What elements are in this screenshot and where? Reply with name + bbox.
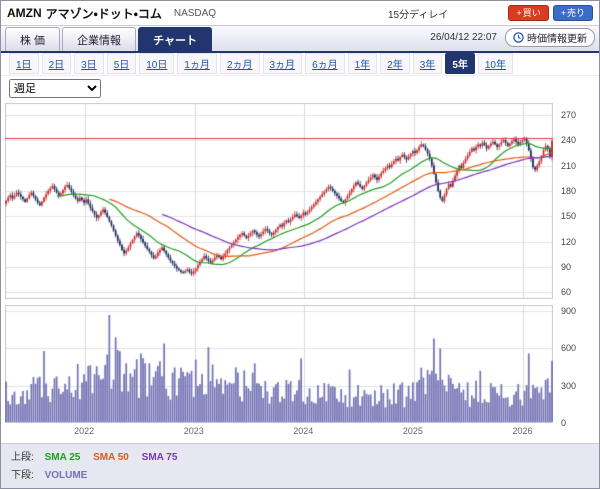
period-button-2d[interactable]: 2日	[41, 53, 72, 75]
legend-upper-label: 上段:	[11, 451, 34, 463]
stock-name: アマゾン・ドット・コム	[45, 6, 162, 21]
year-label: 2025	[402, 425, 423, 436]
price-tick-label: 90	[561, 261, 572, 272]
price-chart-canvas	[5, 102, 553, 299]
quote-timestamp: 26/04/12 22:07	[430, 31, 497, 43]
year-label: 2022	[74, 425, 95, 436]
legend-lower-row: 下段: VOLUME	[11, 466, 589, 481]
chart-legend: 上段: SMA 25 SMA 50 SMA 75 下段: VOLUME	[1, 442, 599, 488]
period-button-1mo[interactable]: 1ヵ月	[177, 53, 217, 75]
interval-select[interactable]: 週足	[9, 79, 101, 98]
volume-tick-label: 0	[561, 417, 567, 428]
year-label: 2024	[293, 425, 314, 436]
volume-tick-label: 600	[561, 343, 577, 354]
legend-sma75: SMA 75	[141, 451, 178, 463]
refresh-button-label: 時価情報更新	[527, 33, 587, 45]
interval-row: 週足	[1, 76, 599, 101]
legend-sma25: SMA 25	[44, 451, 81, 463]
chart-area: 270 240 210 180 150 120 90 60 900 600 300 0 2022 20…	[5, 101, 595, 443]
plus-icon: +	[516, 8, 522, 18]
chart-card: 270 240 210 180 150 120 90 60 900 600 300 0 2022 20…	[1, 100, 599, 443]
period-button-2y[interactable]: 2年	[380, 53, 410, 75]
stock-symbol: AMZN	[7, 6, 42, 20]
tab-chart[interactable]: チャート	[138, 26, 212, 51]
volume-tick-label: 900	[561, 306, 577, 317]
legend-upper-row: 上段: SMA 25 SMA 50 SMA 75	[11, 448, 589, 463]
plus-icon: +	[560, 8, 566, 18]
price-tick-label: 150	[561, 211, 577, 222]
tab-bar: 株 価企業情報 チャート 26/04/12 22:07 時価情報更新	[1, 26, 599, 53]
buy-button[interactable]: +買い	[508, 5, 549, 21]
delay-note: 15分ディレイ	[388, 9, 449, 21]
year-label: 2023	[183, 425, 204, 436]
sell-button-label: 売り	[566, 8, 585, 18]
price-tick-label: 60	[561, 287, 572, 298]
period-button-3y[interactable]: 3年	[412, 53, 443, 75]
tab-bar-tabs: 株 価企業情報 チャート	[5, 26, 212, 51]
sell-button[interactable]: +売り	[552, 5, 593, 21]
axis-labels-column: 270 240 210 180 150 120 90 60 900 600 300 0	[557, 103, 595, 441]
period-button-5d[interactable]: 5日	[106, 53, 137, 75]
tab-stock-price[interactable]: 株 価	[5, 26, 61, 51]
order-buttons: +買い +売り	[508, 5, 593, 21]
legend-sma50: SMA 50	[93, 451, 129, 463]
period-button-3mo[interactable]: 3ヵ月	[262, 53, 303, 75]
x-axis-labels: 2022 2023 2024 2025 2026	[5, 425, 553, 439]
refresh-button[interactable]: 時価情報更新	[505, 27, 595, 47]
legend-lower-label: 下段:	[11, 469, 34, 481]
period-button-1d[interactable]: 1日	[9, 53, 39, 75]
period-button-10d[interactable]: 10日	[139, 53, 175, 75]
period-button-2mo[interactable]: 2ヵ月	[219, 53, 260, 75]
stock-header: AMZN アマゾン・ドット・コム NASDAQ 15分ディレイ +買い +売り	[1, 1, 599, 26]
volume-tick-label: 300	[561, 380, 577, 391]
tab-company-info[interactable]: 企業情報	[62, 26, 137, 51]
period-button-1y[interactable]: 1年	[347, 53, 378, 75]
period-button-5y[interactable]: 5年	[445, 53, 475, 75]
buy-button-label: 買い	[522, 8, 541, 18]
period-bar: 1日 2日 3日 5日 10日 1ヵ月 2ヵ月 3ヵ月 6ヵ月 1年 2年 3年 5年 10年	[1, 52, 599, 77]
period-button-3d[interactable]: 3日	[74, 53, 104, 75]
year-label: 2026	[512, 425, 533, 436]
legend-volume: VOLUME	[44, 469, 88, 481]
price-tick-label: 210	[561, 160, 577, 171]
price-tick-label: 180	[561, 185, 577, 196]
price-tick-label: 270	[561, 109, 577, 120]
period-button-10y[interactable]: 10年	[477, 53, 513, 75]
price-tick-label: 240	[561, 135, 577, 146]
period-button-6mo[interactable]: 6ヵ月	[305, 53, 345, 75]
exchange-label: NASDAQ	[173, 7, 217, 19]
clock-icon	[513, 32, 524, 43]
tab-bar-right: 26/04/12 22:07 時価情報更新	[430, 27, 595, 51]
price-tick-label: 120	[561, 236, 577, 247]
volume-chart-canvas	[5, 304, 553, 423]
